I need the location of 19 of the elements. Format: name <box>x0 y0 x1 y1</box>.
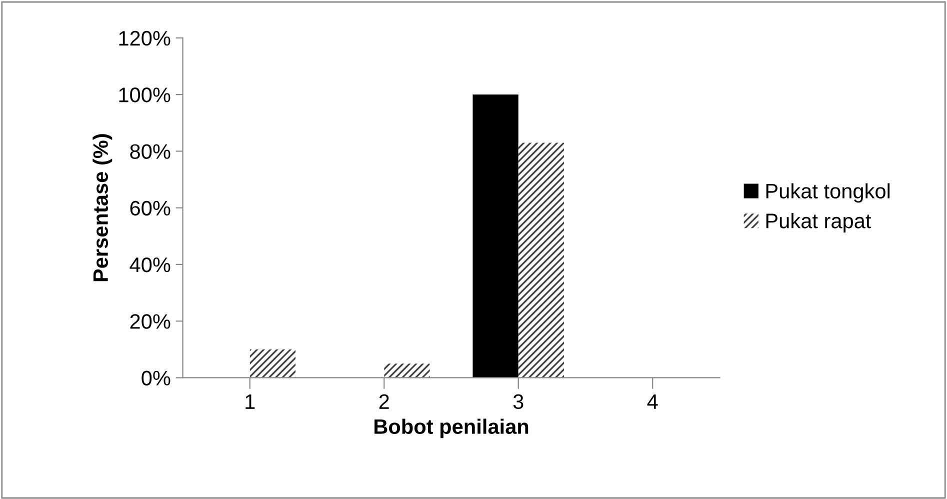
y-tick-label: 120% <box>119 30 170 46</box>
x-tick-label: 4 <box>647 394 658 409</box>
bar <box>472 94 518 378</box>
x-tick-label: 3 <box>513 394 524 410</box>
y-tick-label: 40% <box>130 257 170 272</box>
y-tick-label: 0% <box>142 370 170 386</box>
y-tick-label: 20% <box>130 314 170 329</box>
legend-label: Pukat tongkol <box>766 183 890 203</box>
x-tick-label: 2 <box>379 394 389 409</box>
bar <box>384 364 430 378</box>
x-tick-label: 1 <box>246 394 255 409</box>
x-axis-title: Bobot penilaian <box>374 418 528 438</box>
y-tick-label: 60% <box>130 200 170 216</box>
y-tick-label: 80% <box>130 144 170 159</box>
y-tick-label: 100% <box>119 88 170 102</box>
legend-label: Pukat rapat <box>766 213 872 232</box>
bar <box>250 349 296 378</box>
bar <box>518 142 564 378</box>
y-axis-title: Persentase (%) <box>92 134 112 282</box>
